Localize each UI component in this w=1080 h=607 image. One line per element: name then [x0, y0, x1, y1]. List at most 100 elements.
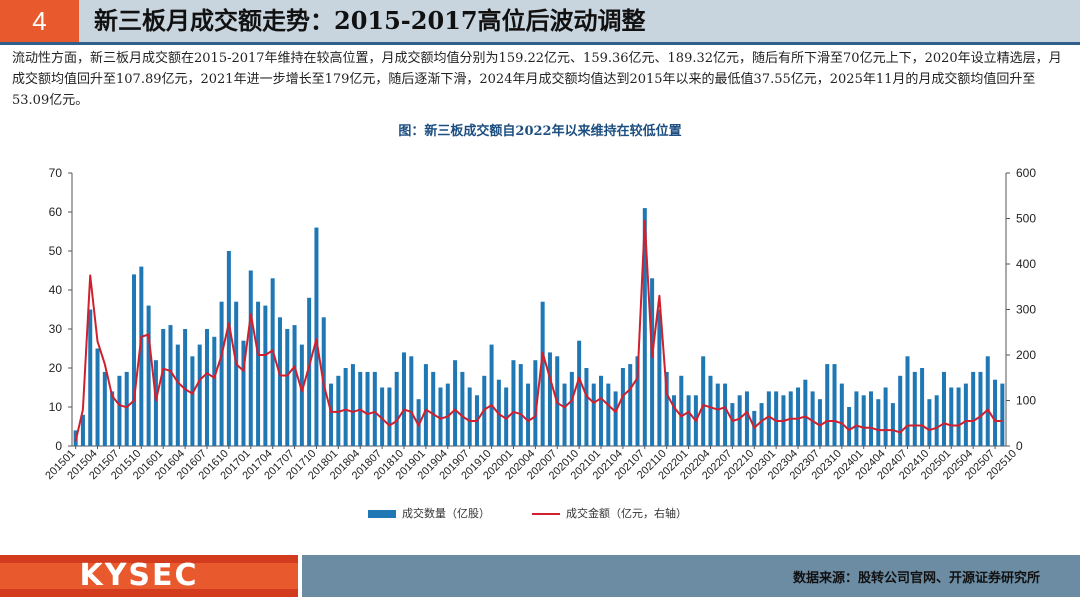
bar	[380, 387, 385, 446]
bar	[847, 407, 852, 446]
bar	[671, 395, 676, 446]
bar	[533, 360, 538, 446]
bar	[861, 395, 866, 446]
bar	[993, 379, 998, 446]
bar	[124, 371, 129, 446]
bar	[701, 356, 706, 446]
bar	[723, 383, 728, 446]
section-number-badge: 4	[0, 0, 79, 42]
y-left-tick-label: 20	[49, 361, 63, 375]
bar	[365, 371, 370, 446]
bar	[569, 371, 574, 446]
bar	[664, 371, 669, 446]
bar	[110, 391, 115, 446]
y-right-tick-label: 400	[1016, 257, 1036, 271]
y-right-tick-label: 200	[1016, 348, 1036, 362]
bar	[204, 329, 209, 446]
bar	[657, 309, 662, 446]
bar	[168, 325, 173, 446]
bar	[307, 297, 312, 446]
bar	[146, 305, 151, 446]
bar	[635, 356, 640, 446]
bar	[343, 368, 348, 446]
bar	[467, 387, 472, 446]
bar	[927, 399, 932, 446]
bar	[715, 383, 720, 446]
y-left-tick-label: 10	[49, 400, 63, 414]
bar	[774, 391, 779, 446]
bar	[526, 383, 531, 446]
bar	[613, 391, 618, 446]
bar	[270, 278, 275, 446]
bar	[817, 399, 822, 446]
bar	[445, 383, 450, 446]
bar	[161, 329, 166, 446]
bar	[686, 395, 691, 446]
y-right-tick-label: 500	[1016, 212, 1036, 226]
y-left-tick-label: 60	[49, 205, 63, 219]
bar	[577, 340, 582, 446]
y-left-tick-label: 0	[55, 439, 62, 453]
footer-bar	[302, 555, 1080, 597]
bar	[234, 301, 239, 446]
bar	[854, 391, 859, 446]
bar	[730, 403, 735, 446]
bar	[978, 371, 983, 446]
bar	[803, 379, 808, 446]
bar	[226, 251, 231, 446]
bar	[547, 352, 552, 446]
bar	[599, 375, 604, 446]
bar	[905, 356, 910, 446]
bar	[1000, 383, 1005, 446]
bar	[314, 227, 319, 446]
bar	[438, 387, 443, 446]
page-title: 新三板月成交额走势：2015-2017高位后波动调整	[94, 6, 646, 35]
bar	[256, 301, 261, 446]
chart-title: 图：新三板成交额自2022年以来维持在较低位置	[398, 124, 682, 139]
bar	[876, 399, 881, 446]
bar	[985, 356, 990, 446]
bar	[241, 340, 246, 446]
bar	[934, 395, 939, 446]
header-divider	[0, 42, 1080, 45]
series-line-amount	[74, 219, 1003, 442]
header-band	[79, 0, 1080, 42]
bar	[737, 395, 742, 446]
bar	[197, 344, 202, 446]
chart-legend: 成交数量（亿股） 成交金额（亿元，右轴）	[0, 505, 1080, 523]
bar	[839, 383, 844, 446]
y-left-tick-label: 40	[49, 283, 63, 297]
bar	[591, 383, 596, 446]
bar	[453, 360, 458, 446]
bar	[431, 371, 436, 446]
bar	[423, 364, 428, 446]
bar	[416, 399, 421, 446]
bar	[292, 325, 297, 446]
bar	[248, 270, 253, 446]
bar	[511, 360, 516, 446]
legend-line-label: 成交金额（亿元，右轴）	[566, 507, 687, 520]
bar	[562, 383, 567, 446]
bar	[263, 305, 268, 446]
bar	[329, 383, 334, 446]
bar	[88, 309, 93, 446]
y-right-tick-label: 100	[1016, 394, 1036, 408]
bar	[810, 391, 815, 446]
bar	[650, 278, 655, 446]
bar	[394, 371, 399, 446]
bar	[504, 387, 509, 446]
bar	[190, 356, 195, 446]
bar	[708, 375, 713, 446]
bar	[540, 301, 545, 446]
bar	[95, 348, 100, 446]
bar	[949, 387, 954, 446]
y-right-tick-label: 600	[1016, 166, 1036, 180]
legend-bar-label: 成交数量（亿股）	[402, 507, 490, 520]
bar	[620, 368, 625, 446]
bar	[175, 344, 180, 446]
bar	[963, 383, 968, 446]
bar	[518, 364, 523, 446]
bar	[277, 317, 282, 446]
bar	[971, 371, 976, 446]
bar	[139, 266, 144, 446]
